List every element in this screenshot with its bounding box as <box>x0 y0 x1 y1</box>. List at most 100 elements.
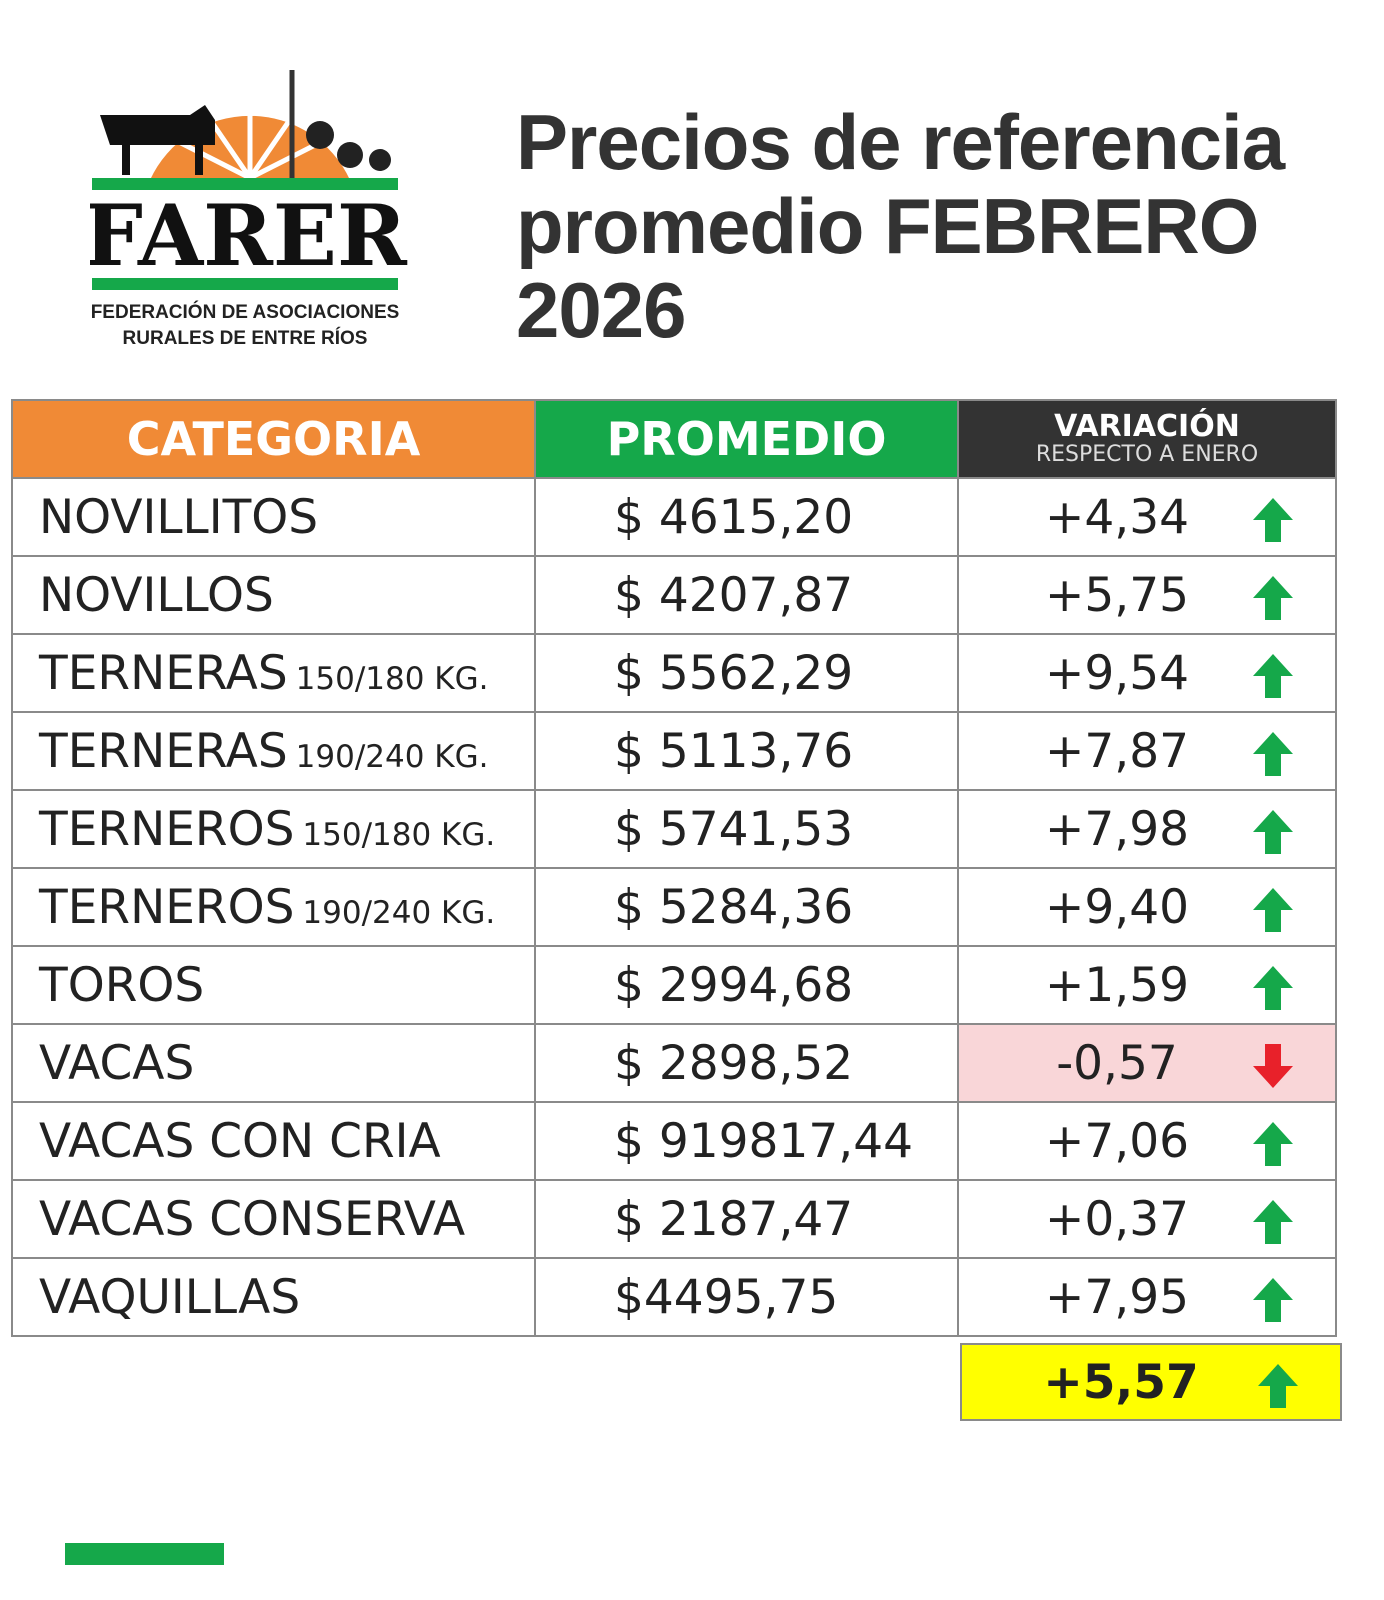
variation-cell: +4,34 <box>957 477 1337 557</box>
price: $ 4615,20 <box>614 489 854 545</box>
header-cell: PROMEDIO <box>534 399 959 479</box>
variation-cell: +0,37 <box>957 1179 1337 1259</box>
logo-name: FARER <box>90 186 408 285</box>
category-cell: TOROS <box>11 945 536 1025</box>
up-arrow <box>1258 1364 1298 1408</box>
title-line: 2026 <box>516 266 687 354</box>
category-cell: VAQUILLAS <box>11 1257 536 1337</box>
variation-cell: +7,98 <box>957 789 1337 869</box>
table-row: VACAS CON CRIA $ 919817,44 +7,06 <box>11 1101 1342 1181</box>
category: TERNERAS <box>39 723 288 779</box>
variation: -0,57 <box>1056 1035 1178 1091</box>
price-cell: $ 4207,87 <box>534 555 959 635</box>
variation: +7,87 <box>1044 723 1190 779</box>
table-row: NOVILLOS $ 4207,87 +5,75 <box>11 555 1342 635</box>
category-cell: TERNERAS 190/240 KG. <box>11 711 536 791</box>
price-cell: $ 919817,44 <box>534 1101 959 1181</box>
price-cell: $ 2994,68 <box>534 945 959 1025</box>
price: $4495,75 <box>614 1269 839 1325</box>
table-row: TERNERAS 150/180 KG. $ 5562,29 +9,54 <box>11 633 1342 713</box>
table-row: VAQUILLAS $4495,75 +7,95 <box>11 1257 1342 1337</box>
category: VAQUILLAS <box>39 1269 301 1325</box>
table-row: VACAS CONSERVA $ 2187,47 +0,37 <box>11 1179 1342 1259</box>
category-detail: 150/180 KG. <box>302 817 496 853</box>
up-arrow <box>1253 966 1293 1010</box>
category: VACAS <box>39 1035 195 1091</box>
variation: +7,06 <box>1044 1113 1190 1169</box>
price-cell: $ 2898,52 <box>534 1023 959 1103</box>
header-cell: VARIACIÓN RESPECTO A ENERO <box>957 399 1337 479</box>
title-line: promedio FEBRERO <box>516 182 1259 270</box>
up-arrow <box>1253 498 1293 542</box>
table-row: TERNEROS 150/180 KG. $ 5741,53 +7,98 <box>11 789 1342 869</box>
up-arrow <box>1253 1278 1293 1322</box>
category-cell: NOVILLITOS <box>11 477 536 557</box>
price: $ 5741,53 <box>614 801 854 857</box>
price-cell: $ 5113,76 <box>534 711 959 791</box>
logo-subtitle: RURALES DE ENTRE RÍOS <box>123 327 368 349</box>
up-arrow <box>1253 1122 1293 1166</box>
category-detail: 190/240 KG. <box>295 739 489 775</box>
variation: +5,75 <box>1044 567 1190 623</box>
header-row: CATEGORIA PROMEDIO VARIACIÓN RESPECTO A … <box>11 399 1342 479</box>
title: Precios de referencia promedio FEBRERO 2… <box>516 98 1285 354</box>
table-row: TERNEROS 190/240 KG. $ 5284,36 +9,40 <box>11 867 1342 947</box>
price-cell: $ 5741,53 <box>534 789 959 869</box>
category: VACAS CON CRIA <box>39 1113 441 1169</box>
category: TERNERAS <box>39 645 288 701</box>
price-cell: $ 2187,47 <box>534 1179 959 1259</box>
up-arrow <box>1253 654 1293 698</box>
variation-cell: +9,40 <box>957 867 1337 947</box>
header-text: VARIACIÓN <box>1054 409 1240 444</box>
category: NOVILLITOS <box>39 489 319 545</box>
variation: +1,59 <box>1044 957 1190 1013</box>
up-arrow <box>1253 576 1293 620</box>
variation-cell: +1,59 <box>957 945 1337 1025</box>
total-value: +5,57 <box>1043 1354 1199 1410</box>
category-cell: VACAS CON CRIA <box>11 1101 536 1181</box>
variation-cell: +7,95 <box>957 1257 1337 1337</box>
variation: +4,34 <box>1044 489 1190 545</box>
footer-bar <box>65 1543 224 1565</box>
header-cell: CATEGORIA <box>11 399 536 479</box>
category-cell: TERNERAS 150/180 KG. <box>11 633 536 713</box>
price: $ 4207,87 <box>614 567 854 623</box>
down-arrow <box>1253 1044 1293 1088</box>
category-cell: VACAS <box>11 1023 536 1103</box>
variation-cell: +9,54 <box>957 633 1337 713</box>
category-cell: VACAS CONSERVA <box>11 1179 536 1259</box>
header-note: RESPECTO A ENERO <box>1035 442 1259 467</box>
price-cell: $ 5562,29 <box>534 633 959 713</box>
price: $ 2898,52 <box>614 1035 854 1091</box>
variation-cell: -0,57 <box>957 1023 1337 1103</box>
price-cell: $4495,75 <box>534 1257 959 1337</box>
total-cell: +5,57 <box>960 1343 1342 1421</box>
variation: +7,98 <box>1044 801 1190 857</box>
variation: +9,54 <box>1044 645 1190 701</box>
variation: +9,40 <box>1044 879 1190 935</box>
variation: +7,95 <box>1044 1269 1190 1325</box>
price: $ 5113,76 <box>614 723 854 779</box>
category-cell: TERNEROS 150/180 KG. <box>11 789 536 869</box>
table-row: NOVILLITOS $ 4615,20 +4,34 <box>11 477 1342 557</box>
up-arrow <box>1253 732 1293 776</box>
price: $ 2187,47 <box>614 1191 854 1247</box>
category-cell: TERNEROS 190/240 KG. <box>11 867 536 947</box>
category: TERNEROS <box>39 801 295 857</box>
up-arrow <box>1253 810 1293 854</box>
category-cell: NOVILLOS <box>11 555 536 635</box>
title-line: Precios de referencia <box>516 98 1285 186</box>
table-row: VACAS $ 2898,52 -0,57 <box>11 1023 1342 1103</box>
price: $ 919817,44 <box>614 1113 914 1169</box>
variation-cell: +7,87 <box>957 711 1337 791</box>
price: $ 5562,29 <box>614 645 854 701</box>
category-detail: 150/180 KG. <box>295 661 489 697</box>
table-row: TOROS $ 2994,68 +1,59 <box>11 945 1342 1025</box>
up-arrow <box>1253 888 1293 932</box>
category: VACAS CONSERVA <box>39 1191 466 1247</box>
price-cell: $ 5284,36 <box>534 867 959 947</box>
price: $ 2994,68 <box>614 957 854 1013</box>
category: TERNEROS <box>39 879 295 935</box>
price-table: CATEGORIA PROMEDIO VARIACIÓN RESPECTO A … <box>11 399 1342 1337</box>
